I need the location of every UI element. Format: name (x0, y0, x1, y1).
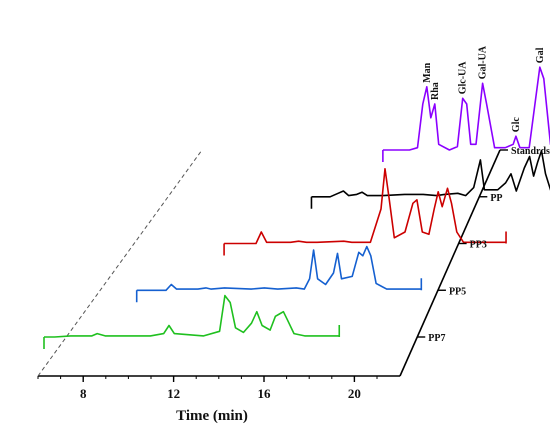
x-axis-title: Time (min) (176, 408, 248, 424)
depth-axis-line (399, 149, 501, 377)
series-label-pp: PP (490, 193, 502, 204)
x-tick-label: 20 (348, 386, 361, 401)
peak-label: Gal-UA (478, 45, 489, 79)
series-traces: Standrds PP PP3 PP5 PP7 (43, 66, 550, 349)
peak-label: Gal (535, 47, 546, 63)
series-label-pp5: PP5 (449, 286, 466, 297)
series-line-pp5 (136, 245, 422, 292)
peak-label: Glc-UA (458, 61, 469, 95)
series-label-pp3: PP3 (470, 240, 487, 251)
peak-label: Glc (511, 117, 522, 133)
series-label-pp7: PP7 (428, 333, 445, 344)
series-line-pp3 (224, 168, 506, 245)
depth-guide-dashed (37, 149, 203, 377)
x-tick-label: 16 (258, 386, 272, 401)
x-axis-ticks: 8 12 16 20 (37, 376, 378, 401)
x-tick-label: 12 (167, 386, 180, 401)
series-line-pp7 (44, 294, 340, 338)
series-line-pp (311, 150, 550, 198)
peak-label: Man (422, 62, 433, 82)
x-tick-label: 8 (80, 386, 87, 401)
series-label-standrds: Standrds (511, 146, 550, 157)
series-line-standrds (382, 66, 550, 151)
peak-label: Rha (430, 82, 441, 100)
